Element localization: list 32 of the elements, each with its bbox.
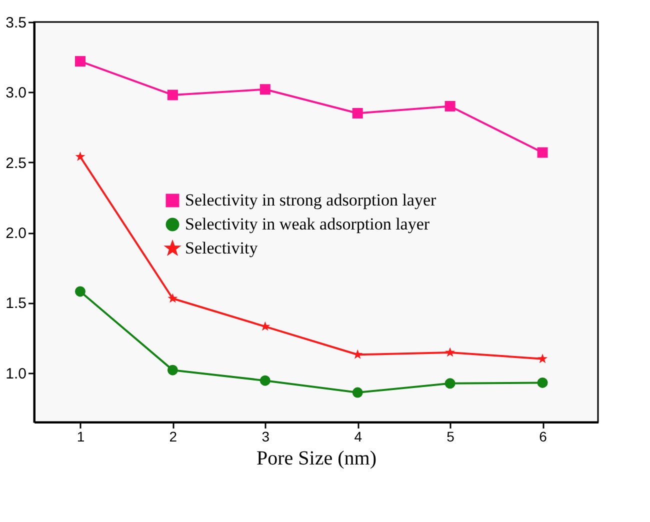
y-tick-label: 2.5 bbox=[6, 154, 26, 172]
y-tick-label: 3.0 bbox=[6, 84, 26, 102]
point bbox=[260, 375, 270, 386]
point bbox=[537, 377, 548, 388]
x-tick-label: 2 bbox=[169, 428, 178, 444]
point bbox=[444, 378, 456, 389]
legend-label: Selectivity in strong adsorption layer bbox=[185, 190, 437, 210]
point bbox=[537, 147, 548, 158]
point bbox=[75, 151, 86, 161]
x-tick-label: 3 bbox=[262, 428, 270, 444]
point bbox=[167, 364, 178, 376]
point bbox=[352, 387, 363, 398]
point bbox=[352, 108, 363, 118]
point bbox=[260, 84, 270, 95]
x-tick-label: 6 bbox=[539, 428, 548, 444]
x-tick-label: 4 bbox=[354, 428, 362, 444]
point bbox=[445, 347, 456, 357]
legend-label: Selectivity in weak adsorption layer bbox=[185, 214, 430, 234]
point bbox=[538, 354, 548, 364]
point bbox=[168, 293, 178, 303]
point bbox=[167, 90, 178, 100]
y-tick-label: 3.5 bbox=[6, 14, 26, 32]
point bbox=[444, 100, 456, 112]
x-tick-label: 1 bbox=[76, 428, 85, 444]
point bbox=[74, 56, 86, 67]
x-axis-title: Pore Size (nm) bbox=[256, 448, 376, 470]
legend-label: Selectivity bbox=[185, 238, 258, 258]
y-tick-label: 1.5 bbox=[6, 295, 26, 312]
x-tick-label: 5 bbox=[446, 428, 455, 444]
y-tick-label: 1.0 bbox=[6, 365, 26, 382]
point bbox=[74, 286, 86, 297]
y-tick-label: 2.0 bbox=[6, 225, 26, 242]
